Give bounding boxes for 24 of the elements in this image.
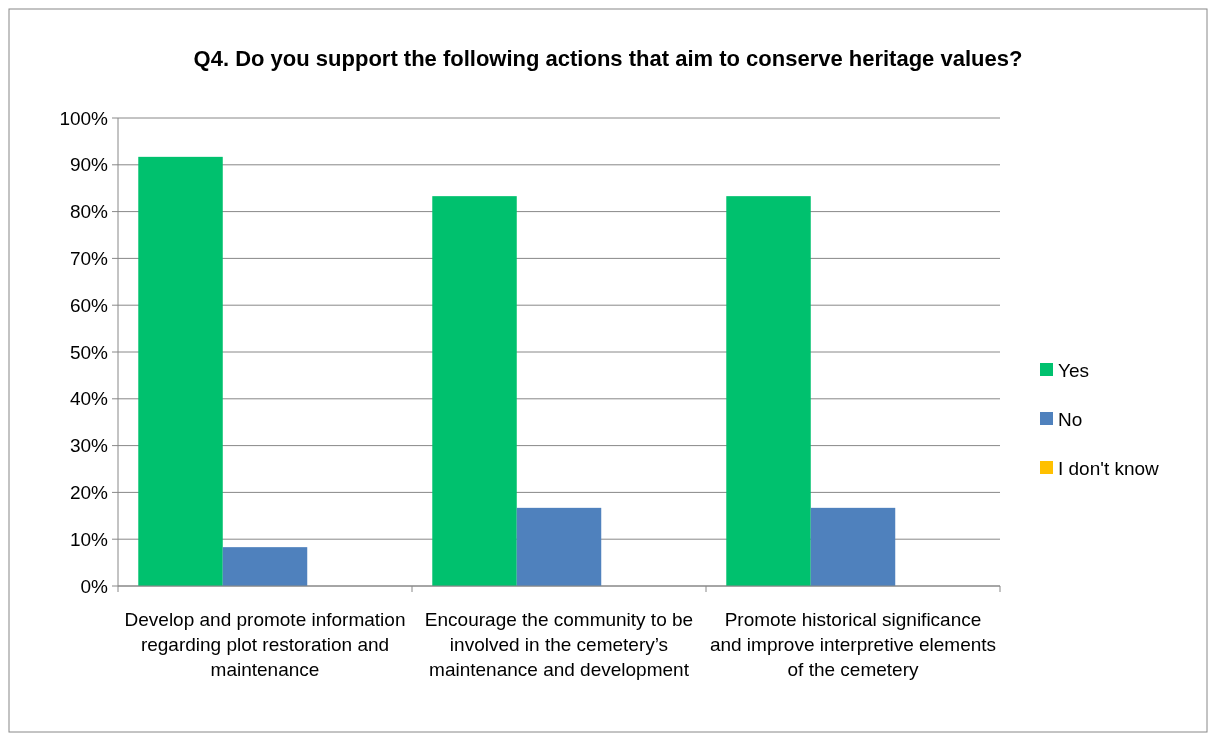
x-tick-label: Develop and promote information regarding plot restoration and maintenance — [124, 609, 406, 680]
y-tick-label: 0% — [80, 575, 109, 597]
bar — [516, 507, 602, 586]
legend-label: Yes — [1058, 359, 1089, 381]
y-tick-label: 60% — [69, 294, 109, 316]
y-tick-label: 100% — [59, 107, 109, 129]
legend-label: I don't know — [1058, 457, 1160, 479]
y-tick-label: 40% — [69, 388, 109, 410]
bar — [138, 156, 223, 586]
bar — [432, 196, 517, 586]
y-tick-label: 30% — [69, 435, 109, 457]
bar — [726, 196, 811, 586]
y-tick-label: 50% — [69, 341, 109, 363]
bar — [810, 507, 896, 586]
bar — [222, 547, 308, 586]
x-tick-label: Encourage the community to be involved in the cemetery’s maintenance and development — [424, 609, 694, 680]
x-tick-label: Promote historical significance and improve interpretive elements of the cemetery — [709, 609, 997, 680]
y-tick-label: 90% — [69, 154, 109, 176]
y-tick-label: 70% — [69, 248, 109, 270]
y-tick-label: 20% — [69, 482, 109, 504]
y-tick-label: 80% — [69, 201, 109, 223]
chart-title: Q4. Do you support the following actions that aim to conserve heritage values? — [193, 46, 1023, 71]
legend-label: No — [1058, 408, 1083, 430]
y-tick-label: 10% — [69, 528, 109, 550]
